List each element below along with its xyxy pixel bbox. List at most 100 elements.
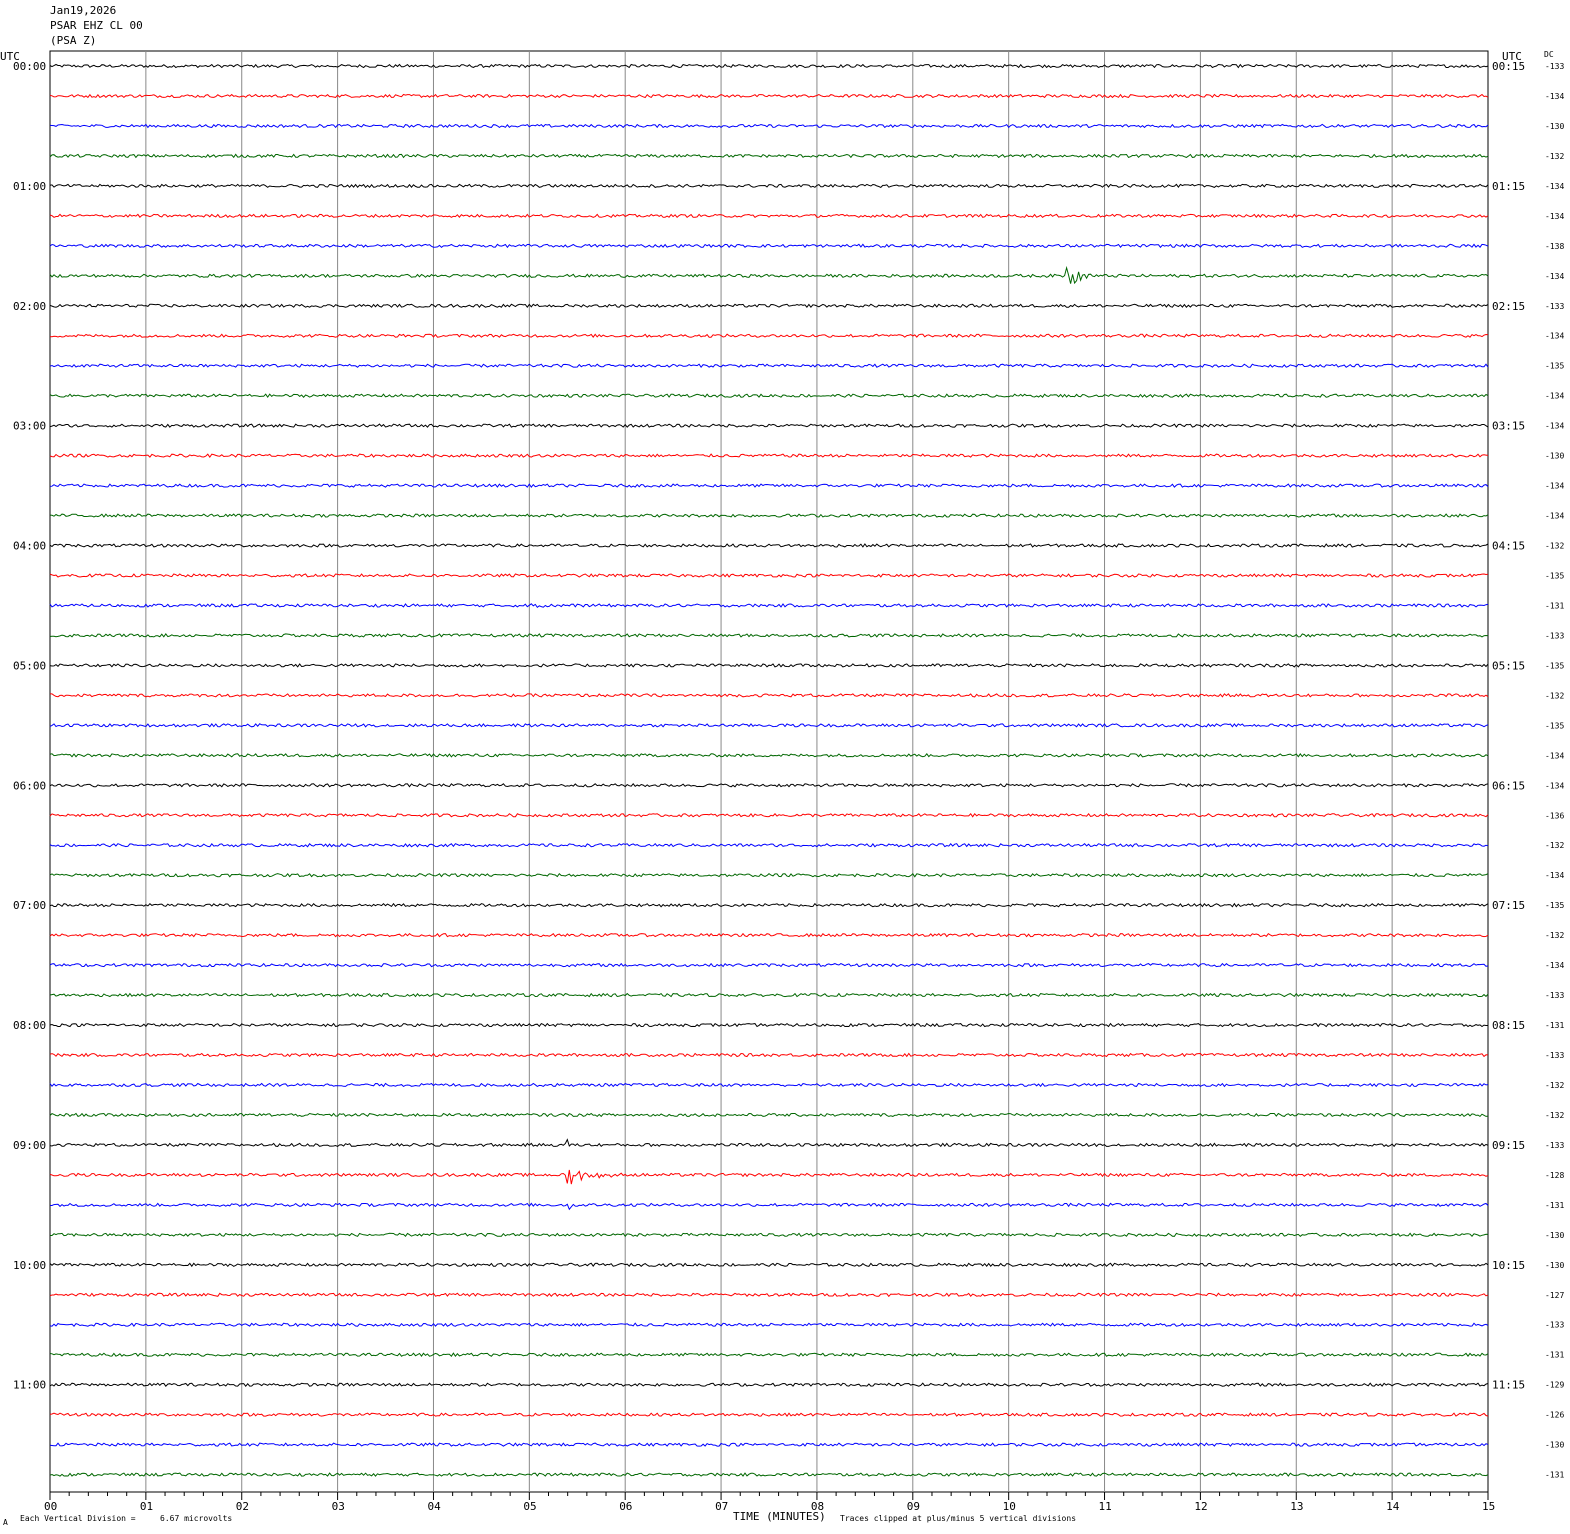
x-tick-label: 12 (1194, 1500, 1207, 1513)
trace-row (49, 243, 1489, 249)
dc-offset-label: -131 (1545, 601, 1564, 610)
dc-offset-label: -133 (1545, 1141, 1564, 1150)
plot-frame (49, 50, 1489, 1493)
x-tick-label: 06 (619, 1500, 632, 1513)
footer-division-label: Each Vertical Division = (20, 1514, 136, 1523)
trace-row (49, 513, 1489, 518)
dc-offset-label: -134 (1545, 422, 1564, 431)
trace-row (49, 265, 1489, 285)
dc-offset-label: -132 (1545, 1111, 1564, 1120)
x-tick-label: 14 (1386, 1500, 1400, 1513)
left-hour-label: 09:00 (13, 1139, 46, 1152)
dc-offset-label: -131 (1545, 1021, 1564, 1030)
footer-division-value: 6.67 microvolts (160, 1514, 233, 1523)
x-tick-label: 02 (236, 1500, 249, 1513)
left-hour-label: 02:00 (13, 300, 46, 313)
x-tick-label: 03 (332, 1500, 345, 1513)
header-station: PSAR EHZ CL 00 (50, 19, 143, 32)
trace-row (49, 393, 1489, 398)
dc-offset-label: -134 (1545, 871, 1564, 880)
x-tick-label: 01 (140, 1500, 153, 1513)
x-tick-label: 10 (1003, 1500, 1016, 1513)
dc-offset-label: -132 (1545, 1081, 1564, 1090)
dc-offset-label: -131 (1545, 1471, 1564, 1480)
left-hour-label: 04:00 (13, 540, 46, 553)
left-hour-label: 10:00 (13, 1259, 46, 1272)
dc-offset-label: -135 (1545, 571, 1564, 580)
left-hour-label: 07:00 (13, 899, 46, 912)
trace-row (49, 1322, 1489, 1328)
trace-row (50, 1202, 1489, 1211)
trace-row (49, 992, 1489, 998)
trace-row (49, 543, 1489, 548)
left-hour-label: 03:00 (13, 420, 46, 433)
trace-row (49, 1138, 1489, 1148)
right-hour-label: 08:15 (1492, 1019, 1525, 1032)
left-utc-label: UTC (0, 50, 20, 63)
right-hour-label: 09:15 (1492, 1139, 1525, 1152)
trace-row (49, 1169, 1489, 1185)
trace-row (49, 423, 1489, 428)
dc-offset-label: -126 (1545, 1411, 1564, 1420)
trace-row (49, 1052, 1489, 1058)
trace-row (49, 453, 1489, 458)
x-tick-label: 07 (715, 1500, 728, 1513)
left-hour-label: 11:00 (13, 1379, 46, 1392)
dc-label: DC (1544, 50, 1554, 59)
dc-offset-label: -133 (1545, 991, 1564, 1000)
x-tick-label: 00 (44, 1500, 57, 1513)
dc-offset-label: -136 (1545, 811, 1564, 820)
dc-offset-label: -134 (1545, 781, 1564, 790)
trace-row (49, 333, 1489, 338)
trace-row (49, 723, 1489, 728)
trace-row (49, 1382, 1489, 1387)
right-hour-label: 04:15 (1492, 540, 1525, 553)
right-hour-label: 03:15 (1492, 420, 1525, 433)
footer-clip-note: Traces clipped at plus/minus 5 vertical … (840, 1514, 1077, 1523)
dc-offset-label: -135 (1545, 721, 1564, 730)
trace-row (49, 1352, 1489, 1358)
dc-offset-label: -134 (1545, 961, 1564, 970)
right-hour-label: 05:15 (1492, 659, 1525, 672)
dc-offset-label: -132 (1545, 931, 1564, 940)
trace-row (49, 1022, 1488, 1028)
left-hour-label: 00:00 (13, 60, 46, 73)
dc-offset-label: -135 (1545, 901, 1564, 910)
header-date: Jan19,2026 (50, 4, 117, 17)
dc-offset-label: -133 (1545, 631, 1564, 640)
trace-row (49, 633, 1489, 638)
trace-layer (49, 63, 1489, 1477)
dc-offset-label: -128 (1545, 1171, 1564, 1180)
trace-row (49, 1292, 1489, 1298)
grid-layer (49, 50, 1489, 1500)
dc-offset-label: -132 (1545, 841, 1564, 850)
dc-offset-label: -130 (1545, 1261, 1564, 1270)
dc-offset-label: -132 (1545, 691, 1564, 700)
dc-offset-label: -132 (1545, 152, 1564, 161)
trace-row (49, 483, 1489, 488)
trace-row (49, 812, 1489, 818)
trace-row (49, 303, 1489, 309)
trace-row (49, 872, 1489, 878)
left-hour-label: 06:00 (13, 779, 46, 792)
x-tick-label: 05 (523, 1500, 536, 1513)
dc-offset-label: -138 (1545, 242, 1564, 251)
dc-offset-label: -133 (1545, 1051, 1564, 1060)
trace-row (49, 363, 1489, 369)
footer-mark: A (3, 1518, 8, 1527)
trace-row (50, 1232, 1489, 1238)
left-hour-label: 01:00 (13, 180, 46, 193)
dc-offset-label: -134 (1545, 392, 1564, 401)
dc-offset-label: -132 (1545, 542, 1564, 551)
label-layer: 00 01 02 03 04 05 06 07 08 09 10 11 12 13 14 15 -133 -134… (13, 60, 1564, 1513)
dc-offset-label: -134 (1545, 272, 1564, 281)
dc-offset-label: -133 (1545, 302, 1564, 311)
right-utc-label: UTC (1502, 50, 1522, 63)
trace-row (49, 1082, 1489, 1088)
trace-row (49, 123, 1489, 129)
x-axis-title: TIME (MINUTES) (733, 1510, 826, 1523)
dc-offset-label: -135 (1545, 661, 1564, 670)
dc-offset-label: -135 (1545, 362, 1564, 371)
dc-offset-label: -134 (1545, 92, 1564, 101)
x-tick-label: 09 (907, 1500, 920, 1513)
